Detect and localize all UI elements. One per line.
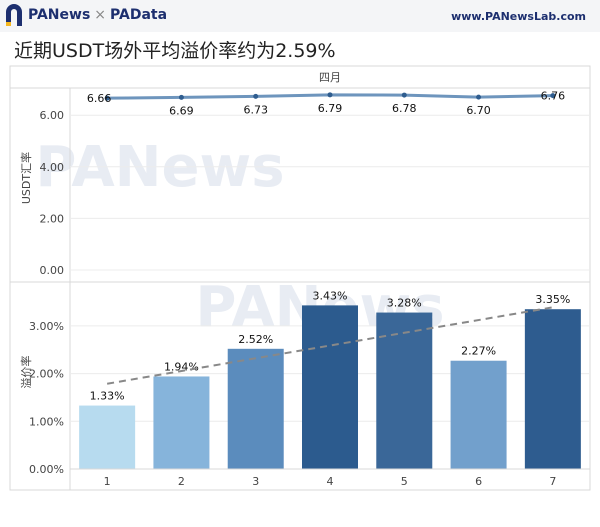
brand-padata: PAData [110, 7, 168, 23]
watermark-text: PANews [35, 135, 284, 200]
x-tick-label: 4 [327, 475, 334, 488]
bar-data-label: 3.28% [387, 297, 422, 310]
y-tick-label: 2.00 [40, 212, 65, 225]
rate-data-label: 6.78 [392, 102, 417, 115]
y-tick-label: 3.00% [29, 320, 64, 333]
premium-bar [524, 309, 581, 469]
x-tick-label: 7 [549, 475, 556, 488]
bar-data-label: 3.35% [535, 293, 570, 306]
rate-data-label: 6.79 [318, 102, 343, 115]
trendline [106, 306, 554, 385]
x-tick-label: 3 [252, 475, 259, 488]
y-tick-label: 0.00 [40, 264, 65, 277]
rate-data-label: 6.66 [87, 92, 112, 105]
bar-data-label: 2.52% [238, 333, 273, 346]
premium-bar [450, 360, 507, 469]
rate-point [550, 93, 556, 99]
x-tick-label: 1 [104, 475, 111, 488]
rate-data-label: 6.73 [243, 103, 268, 116]
brand-panews: PANews [28, 7, 91, 23]
rate-point [104, 95, 110, 101]
y-axis-label: 溢价率 [19, 356, 33, 389]
header-bar: PANews × PAData www.PANewsLab.com [0, 0, 600, 32]
y-tick-label: 0.00% [29, 463, 64, 476]
premium-bar [376, 312, 433, 469]
rate-point [253, 93, 259, 99]
y-axis-label: USDT汇率 [19, 152, 33, 204]
x-tick-label: 6 [475, 475, 482, 488]
rate-point [327, 92, 333, 98]
x-tick-label: 5 [401, 475, 408, 488]
premium-bar [79, 405, 136, 469]
rate-point [401, 92, 407, 98]
panel-title: 四月 [319, 71, 341, 84]
rate-data-label: 6.70 [466, 104, 491, 117]
brand: PANews × PAData [28, 7, 167, 23]
premium-bar [227, 348, 284, 469]
chart-title: 近期USDT场外平均溢价率约为2.59% [14, 40, 336, 62]
x-tick-label: 2 [178, 475, 185, 488]
bar-data-label: 3.43% [313, 289, 348, 302]
y-tick-label: 2.00% [29, 368, 64, 381]
bar-data-label: 1.33% [90, 390, 125, 403]
y-tick-label: 4.00 [40, 161, 65, 174]
site-url[interactable]: www.PANewsLab.com [451, 10, 586, 23]
panews-logo-icon [6, 4, 22, 26]
brand-separator: × [94, 7, 107, 23]
chart-frame [9, 65, 591, 491]
y-tick-label: 1.00% [29, 415, 64, 428]
premium-bar [302, 305, 358, 469]
rate-data-label: 6.76 [541, 90, 566, 103]
rate-data-label: 6.69 [169, 104, 194, 117]
y-tick-label: 6.00 [40, 109, 65, 122]
bar-data-label: 2.27% [461, 345, 496, 358]
premium-bar [153, 376, 210, 469]
rate-point [178, 94, 184, 100]
rate-point [476, 94, 482, 100]
